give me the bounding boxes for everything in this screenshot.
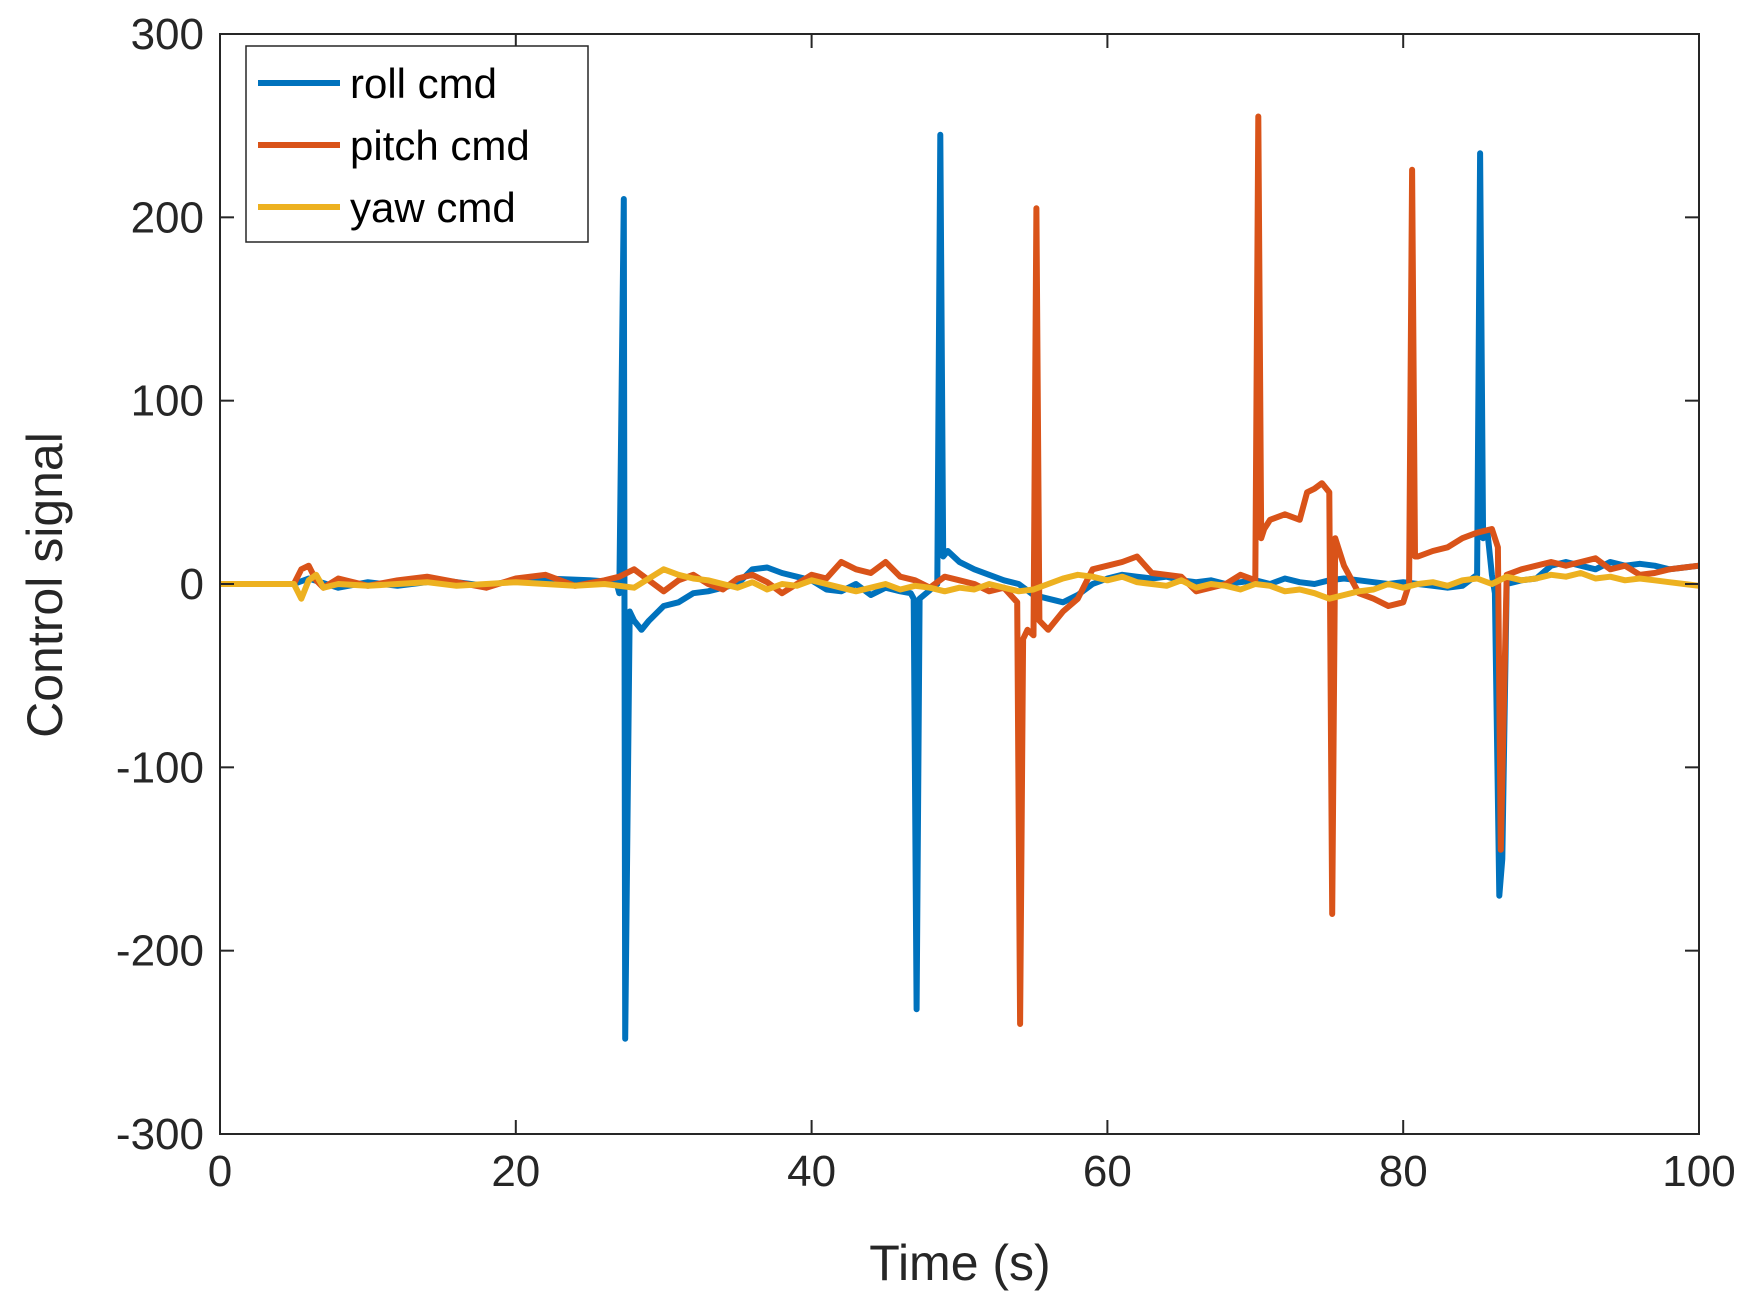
legend: roll cmd pitch cmd yaw cmd bbox=[245, 45, 589, 243]
x-tick-label: 20 bbox=[491, 1147, 540, 1196]
legend-label-yaw-cmd: yaw cmd bbox=[350, 184, 516, 231]
x-tick-label: 40 bbox=[787, 1147, 836, 1196]
x-axis-title: Time (s) bbox=[869, 1235, 1050, 1291]
x-tick-label: 80 bbox=[1379, 1147, 1428, 1196]
y-tick-label: 300 bbox=[131, 10, 204, 59]
x-tick-label: 0 bbox=[208, 1147, 232, 1196]
y-tick-label: 0 bbox=[180, 560, 204, 609]
y-tick-label: 200 bbox=[131, 193, 204, 242]
legend-label-pitch-cmd: pitch cmd bbox=[350, 122, 530, 169]
series-line-yaw-cmd bbox=[220, 566, 1700, 602]
x-tick-label: 60 bbox=[1083, 1147, 1132, 1196]
y-tick-label: -100 bbox=[116, 743, 204, 792]
y-tick-label: -300 bbox=[116, 1110, 204, 1159]
series-layer bbox=[220, 113, 1700, 1042]
tick-layer: 0 20 40 60 80 100 -300 -200 -100 0 100 200 300 bbox=[116, 10, 1736, 1196]
y-tick-label: 100 bbox=[131, 377, 204, 426]
x-tick-label: 100 bbox=[1662, 1147, 1735, 1196]
y-tick-label: -200 bbox=[116, 927, 204, 976]
legend-label-roll-cmd: roll cmd bbox=[350, 60, 497, 107]
y-axis-title: Control signal bbox=[17, 432, 73, 738]
